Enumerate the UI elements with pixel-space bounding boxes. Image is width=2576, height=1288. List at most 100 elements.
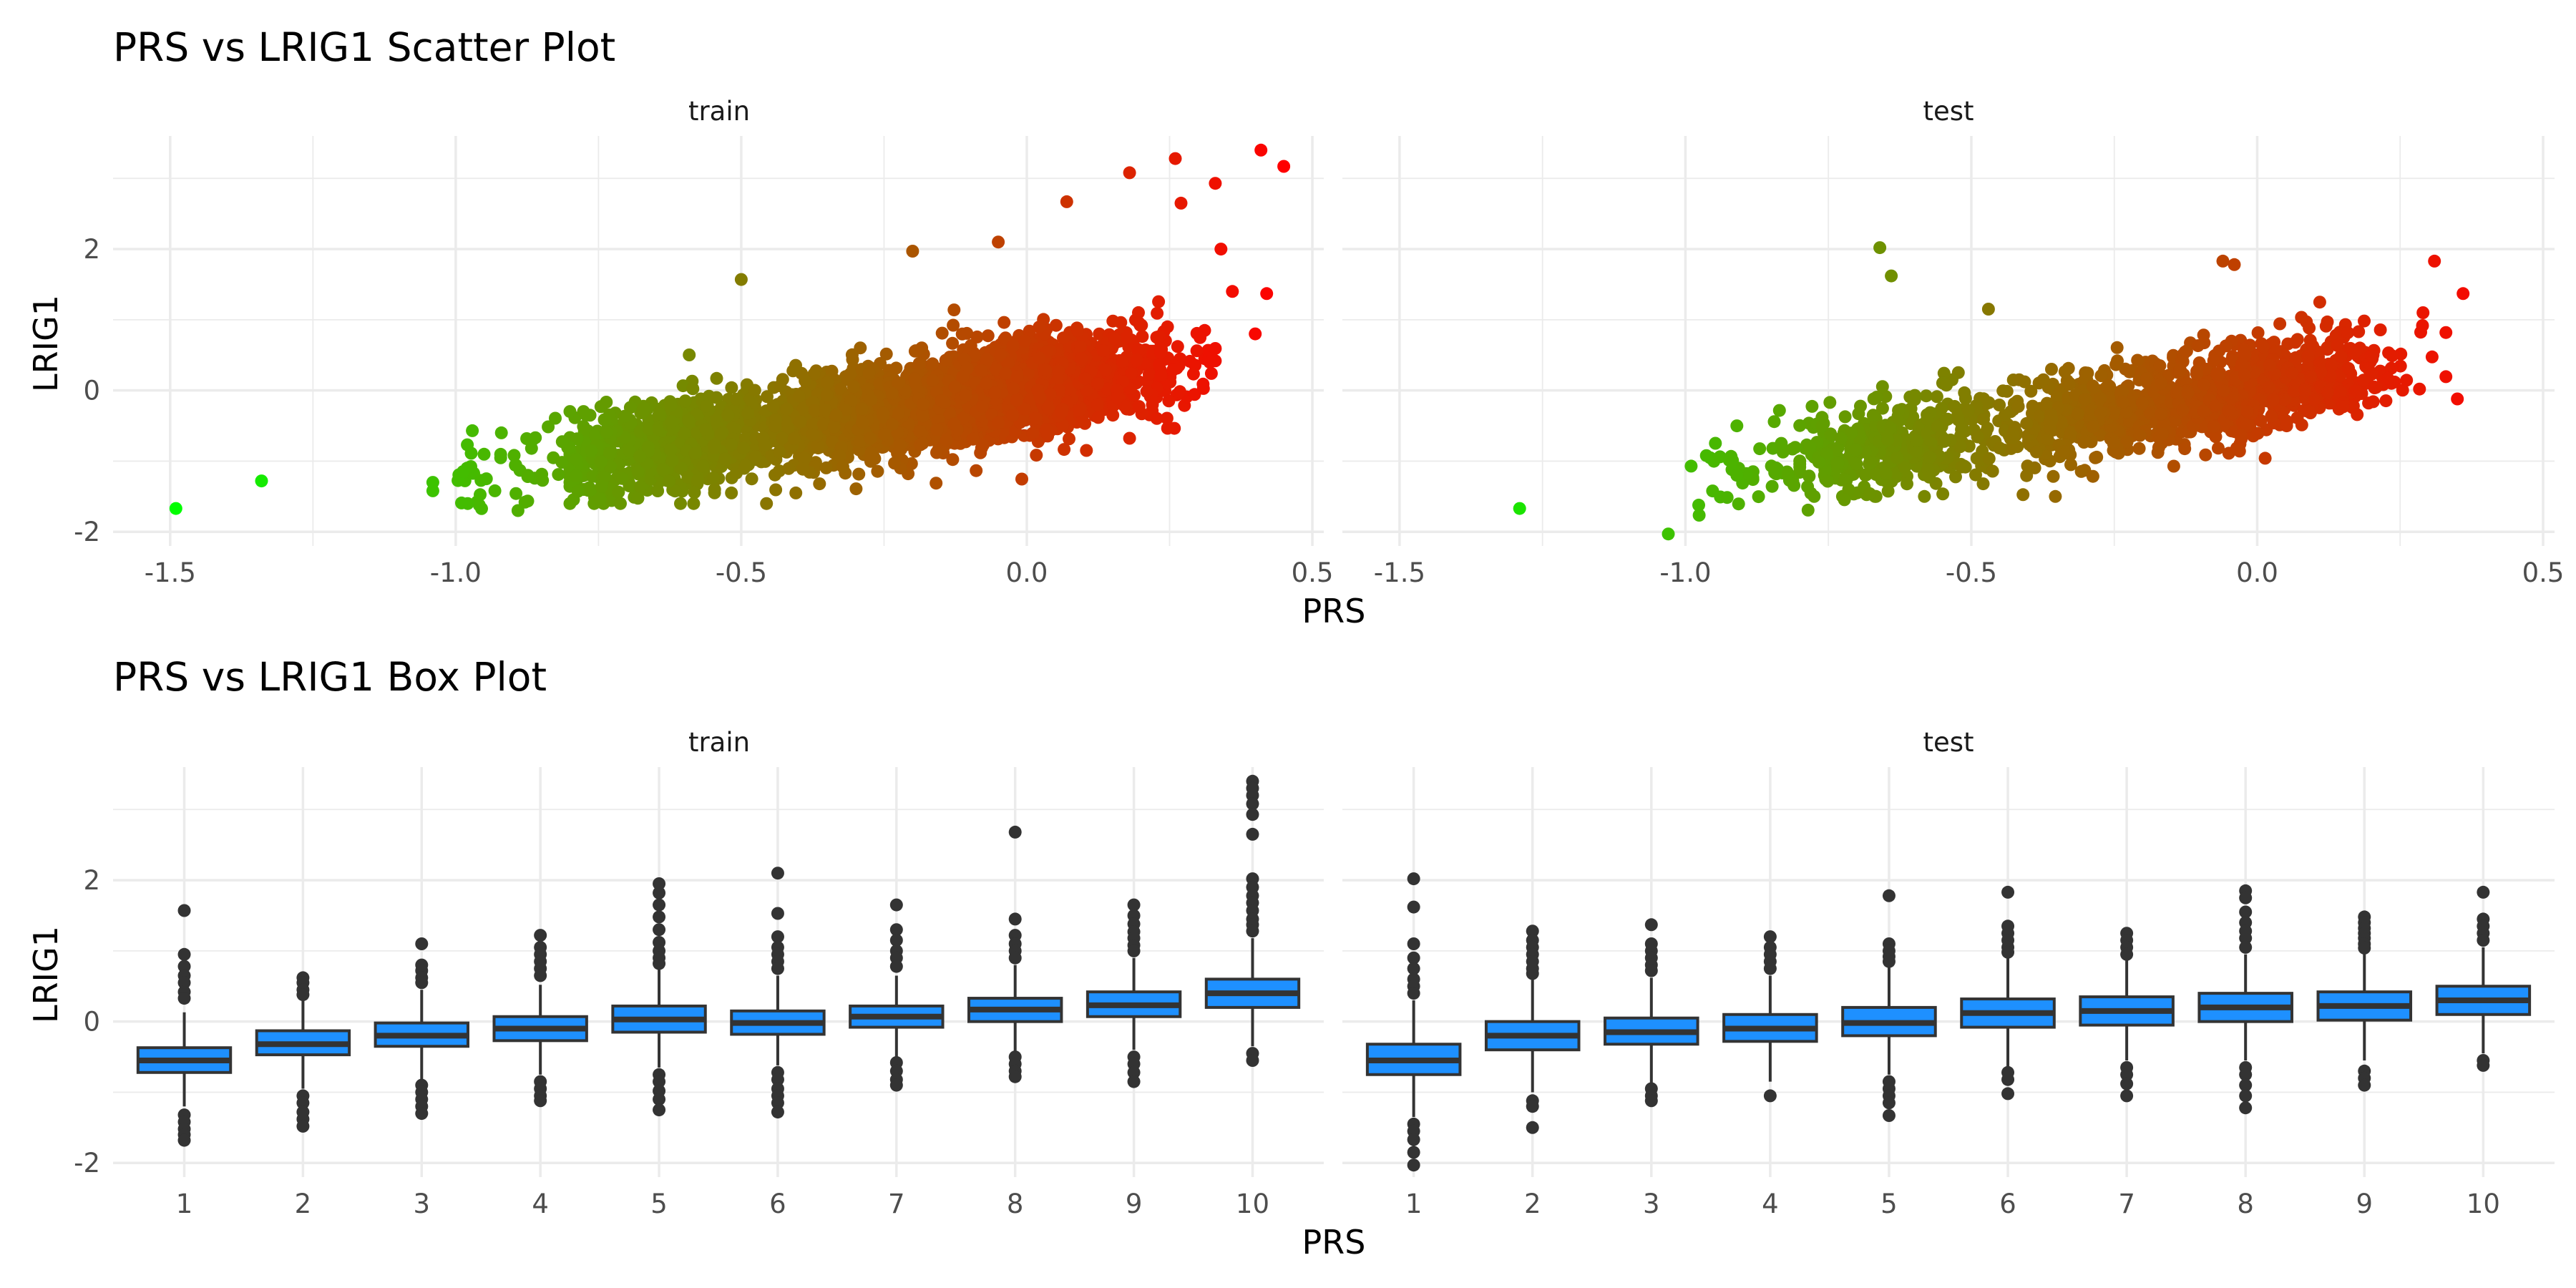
scatter-test-point: [2044, 421, 2057, 435]
scatter-test-point: [1753, 442, 1767, 456]
scatter-train-point: [1106, 314, 1120, 328]
box-strip-test: test: [1923, 727, 1974, 758]
scatter-train-point: [940, 434, 953, 447]
scatter-train-point: [688, 447, 702, 460]
scatter-test-point: [2180, 344, 2193, 358]
scatter-train-point: [696, 459, 710, 473]
scatter-train-point: [1209, 342, 1222, 355]
scatter-test-point: [2323, 369, 2337, 383]
scatter-train-point: [730, 392, 743, 406]
scatter-test-point: [2216, 254, 2230, 268]
box-train-x-tick-label: 7: [888, 1189, 905, 1219]
scatter-train-point: [852, 467, 866, 481]
scatter-train-point: [521, 470, 535, 483]
scatter-test-point: [2029, 445, 2043, 459]
scatter-train-point: [1214, 243, 1228, 256]
scatter-test-point: [2365, 367, 2379, 381]
scatter-train-point: [798, 452, 811, 465]
scatter-train-point: [1136, 330, 1149, 343]
scatter-train-point: [1169, 152, 1182, 165]
scatter-train-point: [737, 441, 751, 455]
scatter-train-point: [563, 405, 577, 419]
scatter-train-x-tick-label: 0.5: [1292, 557, 1334, 588]
scatter-train-point: [943, 406, 957, 420]
scatter-train-point: [507, 449, 521, 462]
scatter-test-point: [2057, 445, 2071, 458]
scatter-test-point: [2046, 469, 2060, 483]
scatter-test-point: [1885, 269, 1898, 283]
scatter-test-point: [2167, 459, 2180, 473]
scatter-test-point: [2176, 404, 2190, 416]
scatter-train-point: [1071, 324, 1084, 337]
scatter-train-point: [813, 477, 826, 491]
scatter-train-point: [1154, 346, 1167, 359]
scatter-train-point: [739, 459, 753, 472]
scatter-train-point: [643, 422, 655, 436]
scatter-test-point: [2102, 379, 2115, 392]
scatter-train-point: [597, 413, 611, 426]
scatter-test-point: [1881, 433, 1895, 447]
box-train-y-tick-label: 0: [83, 1007, 100, 1038]
box-train-y-tick-label: -2: [74, 1148, 100, 1179]
scatter-train-point: [526, 433, 540, 447]
scatter-train-point: [892, 406, 905, 420]
scatter-x-axis-label: PRS: [1302, 592, 1366, 630]
scatter-train-point: [741, 406, 755, 420]
scatter-test-point: [1842, 483, 1855, 497]
scatter-test-point: [2062, 378, 2076, 391]
scatter-train-point: [1204, 366, 1218, 380]
scatter-train-point: [536, 474, 550, 487]
scatter-train-point: [947, 318, 960, 332]
scatter-train-point: [1186, 367, 1200, 381]
scatter-test-point: [2313, 296, 2326, 309]
scatter-train-point: [509, 459, 522, 472]
scatter-test-point: [2117, 395, 2130, 409]
scatter-test-x-tick-label: -1.0: [1659, 557, 1711, 588]
scatter-train-point: [466, 424, 479, 437]
scatter-train-point: [947, 303, 961, 317]
scatter-train-point: [1171, 340, 1184, 353]
scatter-test-point: [2238, 369, 2251, 382]
scatter-train-point: [676, 379, 690, 393]
scatter-test-point: [1951, 413, 1965, 426]
scatter-y-axis-label: LRIG1: [26, 295, 65, 392]
scatter-train-point: [879, 347, 893, 361]
scatter-test-point: [2086, 469, 2099, 483]
scatter-train-point: [856, 416, 869, 429]
scatter-test-point: [2140, 372, 2153, 386]
scatter-test-point: [1940, 379, 1953, 392]
box-train-outlier-point: [534, 1094, 547, 1108]
scatter-test-point: [2133, 429, 2147, 442]
scatter-train-point: [618, 409, 631, 423]
scatter-train-point: [509, 487, 523, 500]
scatter-test-point: [1730, 469, 1744, 482]
scatter-test-point: [2079, 366, 2092, 379]
scatter-train-point: [1161, 320, 1174, 333]
scatter-train-point: [1041, 401, 1055, 415]
scatter-train-point: [769, 419, 782, 433]
scatter-train-point: [1194, 331, 1207, 344]
scatter-train-point: [586, 469, 600, 483]
scatter-train-point: [806, 428, 819, 441]
box-x-axis-label: PRS: [1302, 1223, 1366, 1262]
scatter-test-point: [2451, 392, 2464, 406]
scatter-test-point: [2321, 341, 2334, 354]
scatter-test-point: [1986, 464, 1999, 478]
scatter-train-point: [980, 353, 993, 366]
scatter-train-point: [634, 480, 648, 494]
scatter-test-point: [2217, 384, 2230, 398]
scatter-test-point: [2110, 341, 2124, 354]
scatter-test-point: [1998, 409, 2011, 422]
scatter-test-point: [2222, 404, 2235, 417]
scatter-test-point: [1802, 469, 1816, 483]
scatter-test-point: [2197, 404, 2210, 418]
scatter-test-point: [1692, 498, 1705, 512]
scatter-train-point: [615, 472, 628, 485]
scatter-train-point: [683, 348, 696, 361]
scatter-train-point: [829, 409, 843, 422]
scatter-test-point: [1772, 404, 1786, 417]
scatter-train-point: [889, 361, 903, 375]
scatter-train-point: [631, 492, 645, 505]
scatter-test-point: [2120, 435, 2134, 449]
scatter-test-point: [1898, 461, 1911, 474]
